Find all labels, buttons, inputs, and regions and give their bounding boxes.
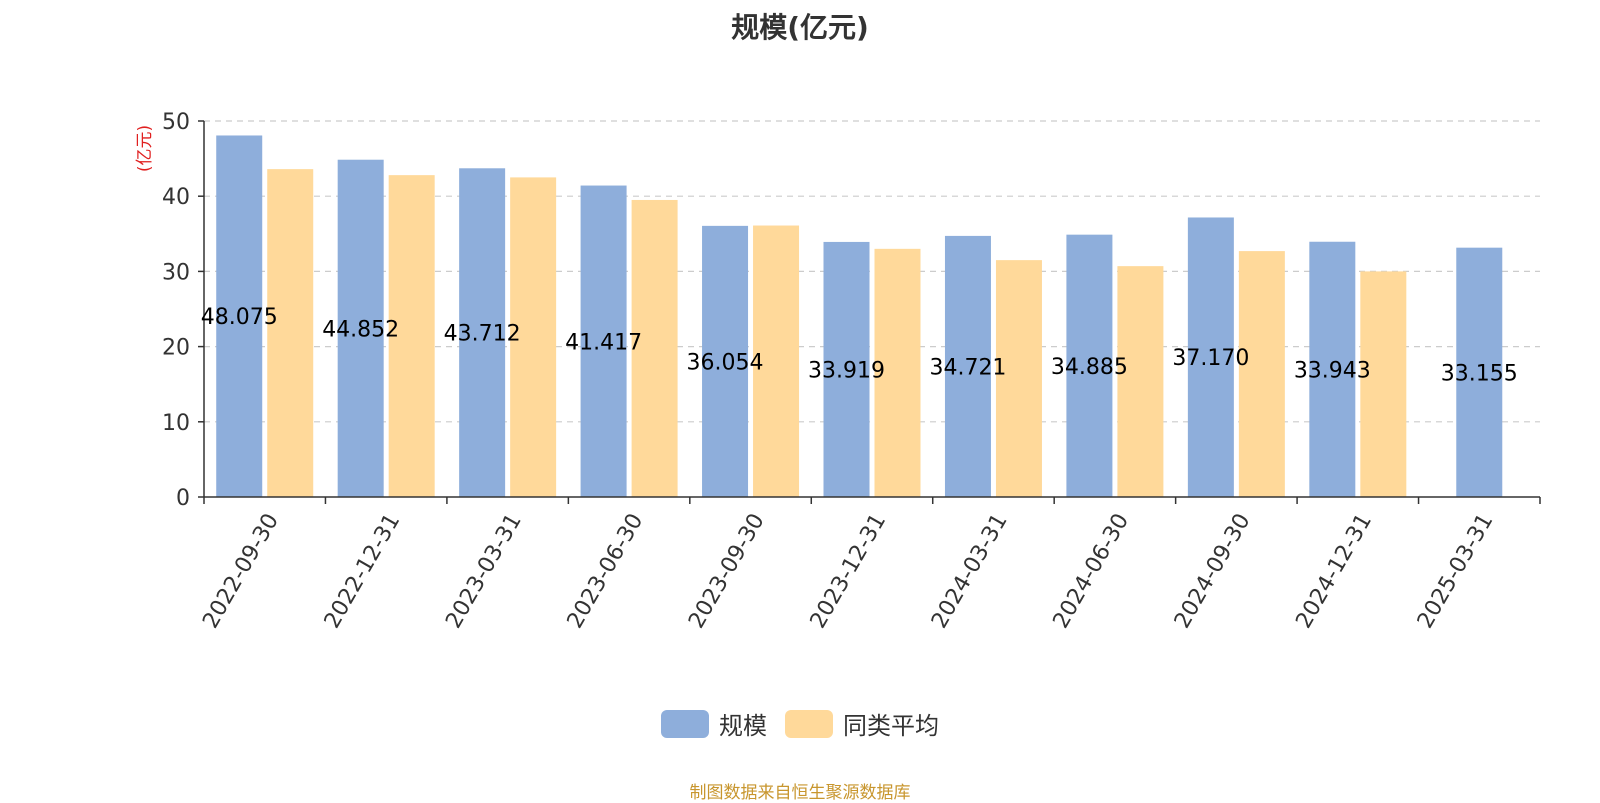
bar-peer-average-2023-06-30 — [631, 199, 678, 497]
legend: 规模 同类平均 — [0, 706, 1600, 741]
bar-peer-average-2024-12-31 — [1360, 271, 1407, 497]
data-labels: 48.075 44.852 43.712 41.417 36.054 33.919 34.7… — [201, 305, 1518, 386]
bar-scale-2024-09-30 — [1187, 217, 1234, 497]
y-axis-label: (亿元) — [135, 125, 155, 172]
bar-peer-average-2024-03-31 — [995, 260, 1042, 497]
bar-peer-average-2024-09-30 — [1238, 251, 1285, 497]
data-label-scale-2023-06-30: 41.417 — [565, 330, 642, 355]
bar-scale-2023-12-31 — [823, 241, 870, 497]
source-note: 制图数据来自恒生聚源数据库 — [689, 783, 911, 803]
bar-scale-2024-06-30 — [1066, 234, 1113, 497]
bar-peer-average-2023-09-30 — [753, 225, 800, 497]
y-tick-label-10: 10 — [162, 411, 190, 436]
legend-label-peer-average: 同类平均 — [843, 712, 939, 740]
x-tick-label-2024-03-31: 2024-03-31 — [927, 510, 1013, 633]
bars — [216, 135, 1503, 498]
y-tick-label-30: 30 — [162, 260, 190, 285]
data-label-scale-2023-12-31: 33.919 — [808, 358, 885, 383]
data-label-scale-2024-12-31: 33.943 — [1294, 358, 1371, 383]
bar-scale-2024-12-31 — [1309, 241, 1356, 497]
data-label-scale-2022-12-31: 44.852 — [322, 317, 399, 342]
x-tick-label-2022-12-31: 2022-12-31 — [320, 510, 406, 633]
x-tick-label-2024-12-31: 2024-12-31 — [1291, 510, 1377, 633]
bar-scale-2023-03-31 — [459, 168, 506, 497]
legend-item-peer-average[interactable]: 同类平均 — [785, 706, 939, 741]
data-label-scale-2024-03-31: 34.721 — [929, 355, 1006, 380]
y-tick-label-40: 40 — [162, 185, 190, 210]
bar-scale-2023-09-30 — [702, 225, 749, 498]
data-label-scale-2023-09-30: 36.054 — [687, 350, 764, 375]
bar-chart: 0 10 20 30 40 50 (亿元) 2022-09-30 2022-12-31 2023-… — [135, 110, 1541, 633]
x-tick-label-2023-09-30: 2023-09-30 — [684, 510, 770, 633]
bar-peer-average-2022-12-31 — [388, 175, 435, 498]
data-label-scale-2024-06-30: 34.885 — [1051, 355, 1128, 380]
data-label-scale-2024-09-30: 37.170 — [1172, 346, 1249, 371]
legend-label-scale: 规模 — [719, 712, 767, 740]
x-tick-label-2024-06-30: 2024-06-30 — [1049, 510, 1135, 633]
bar-scale-2024-03-31 — [944, 235, 991, 498]
x-tick-label-2022-09-30: 2022-09-30 — [198, 510, 284, 633]
bar-peer-average-2024-06-30 — [1117, 266, 1164, 497]
bar-scale-2022-09-30 — [216, 135, 263, 497]
y-tick-label-0: 0 — [176, 486, 190, 511]
y-tick-label-50: 50 — [162, 110, 190, 135]
x-tick-label-2023-03-31: 2023-03-31 — [441, 510, 527, 633]
x-tick-label-2023-06-30: 2023-06-30 — [563, 510, 649, 633]
bar-peer-average-2023-12-31 — [874, 248, 921, 497]
bar-peer-average-2023-03-31 — [510, 177, 557, 497]
data-label-scale-2022-09-30: 48.075 — [201, 305, 278, 330]
legend-item-scale[interactable]: 规模 — [661, 706, 767, 741]
bar-scale-2025-03-31 — [1456, 247, 1503, 497]
x-tick-label-2025-03-31: 2025-03-31 — [1413, 510, 1499, 633]
legend-swatch-peer-average — [785, 709, 833, 738]
y-tick-label-20: 20 — [162, 336, 190, 361]
bar-scale-2022-12-31 — [337, 159, 384, 498]
legend-swatch-scale — [661, 709, 709, 738]
data-label-scale-2025-03-31: 33.155 — [1441, 361, 1518, 386]
x-tick-label-2023-12-31: 2023-12-31 — [806, 510, 892, 633]
bar-peer-average-2022-09-30 — [267, 169, 314, 498]
data-label-scale-2023-03-31: 43.712 — [444, 322, 521, 347]
bar-scale-2023-06-30 — [580, 185, 627, 497]
chart-title: 规模(亿元) — [731, 11, 869, 44]
x-tick-label-2024-09-30: 2024-09-30 — [1170, 510, 1256, 633]
